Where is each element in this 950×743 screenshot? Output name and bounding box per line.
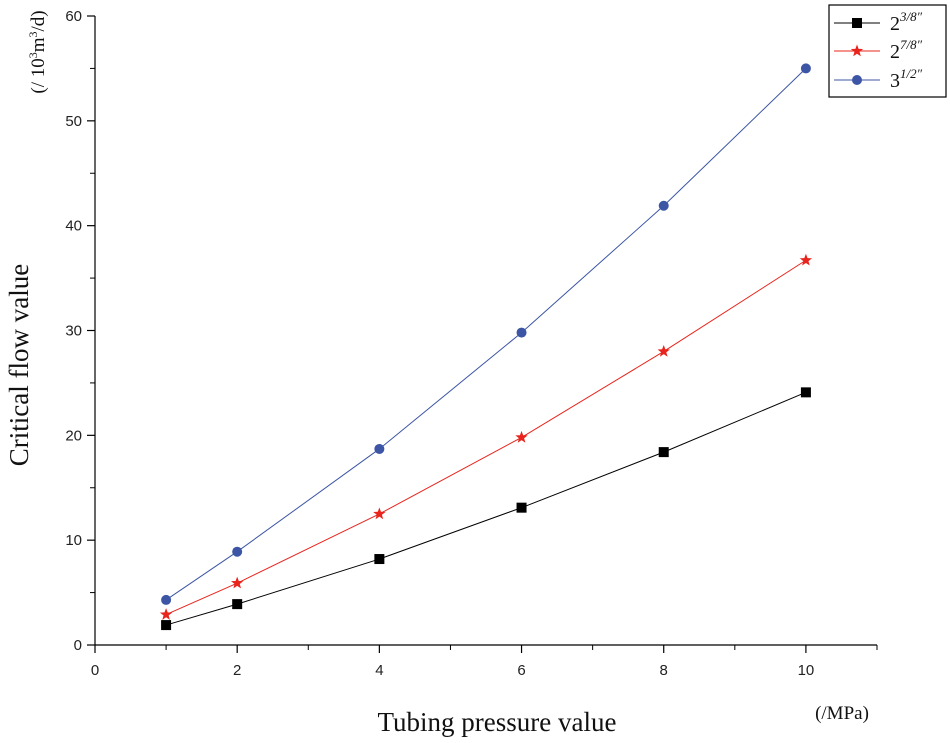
data-point [516, 327, 527, 338]
axes [94, 16, 877, 646]
x-tick-label: 10 [798, 662, 815, 679]
legend-label-1: 23/8″ [890, 9, 923, 35]
y-tick-label: 20 [65, 427, 82, 444]
y-ticks: 0 10 20 30 40 50 60 [65, 8, 95, 654]
y-axis-unit: (/ 103m3/d) [26, 10, 49, 93]
series-line-3 [165, 68, 807, 601]
x-axis-unit: (/MPa) [815, 703, 869, 724]
data-point [231, 576, 244, 589]
data-point [232, 546, 243, 557]
legend-marker-3 [852, 75, 862, 85]
legend-sup-2: 7/8″ [900, 37, 923, 52]
data-point [799, 253, 813, 266]
series-line-1 [165, 391, 807, 626]
y-axis-title: Critical flow value [4, 264, 34, 466]
y-tick-label: 10 [65, 532, 82, 549]
y-tick-label: 40 [65, 218, 82, 235]
y-unit-prefix: (/ 10 [28, 58, 49, 93]
legend-sup-1: 3/8″ [899, 9, 923, 24]
x-ticks: 0 2 4 6 8 10 [91, 645, 878, 679]
data-point [658, 200, 669, 211]
series-layer [159, 63, 813, 631]
data-point [800, 63, 811, 74]
x-tick-label: 8 [660, 662, 668, 679]
series-3 [161, 63, 811, 605]
y-unit-mid: m [28, 37, 49, 52]
data-point [658, 447, 669, 458]
legend-label-3: 31/2″ [890, 66, 923, 92]
x-tick-label: 2 [233, 662, 241, 679]
legend-sup-3: 1/2″ [900, 66, 923, 81]
data-point [516, 502, 527, 513]
series-line-2 [165, 259, 807, 616]
legend-marker-1 [852, 18, 862, 28]
legend: 23/8″ 27/8″ 31/2″ [828, 4, 947, 98]
legend-entry-3: 31/2″ [834, 66, 923, 92]
data-point [161, 594, 172, 605]
data-point [161, 620, 172, 631]
y-tick-label: 60 [65, 8, 82, 25]
y-unit-suffix: /d) [28, 10, 49, 31]
data-point [515, 430, 528, 443]
legend-base-3: 3 [890, 70, 900, 92]
data-point [373, 507, 386, 520]
legend-base-1: 2 [890, 13, 900, 35]
legend-marker-2 [850, 44, 864, 57]
series-1 [161, 387, 811, 631]
y-unit-sup1: 3 [26, 52, 40, 58]
legend-base-2: 2 [890, 41, 900, 63]
data-point [657, 344, 670, 357]
legend-label-2: 27/8″ [890, 37, 923, 63]
x-tick-label: 4 [375, 662, 383, 679]
data-point [232, 599, 243, 610]
y-unit-sup2: 3 [26, 31, 40, 37]
data-point [374, 554, 385, 565]
data-point [159, 608, 173, 620]
legend-entry-2: 27/8″ [834, 37, 923, 63]
data-point [374, 443, 385, 454]
legend-entry-1: 23/8″ [834, 9, 923, 35]
data-point [800, 387, 811, 398]
series-2 [159, 253, 813, 620]
x-tick-label: 6 [517, 662, 525, 679]
y-tick-label: 30 [65, 323, 82, 340]
y-tick-label: 50 [65, 113, 82, 130]
x-tick-label: 0 [91, 662, 99, 679]
x-axis-title: Tubing pressure value [378, 707, 617, 737]
y-tick-label: 0 [74, 637, 82, 654]
